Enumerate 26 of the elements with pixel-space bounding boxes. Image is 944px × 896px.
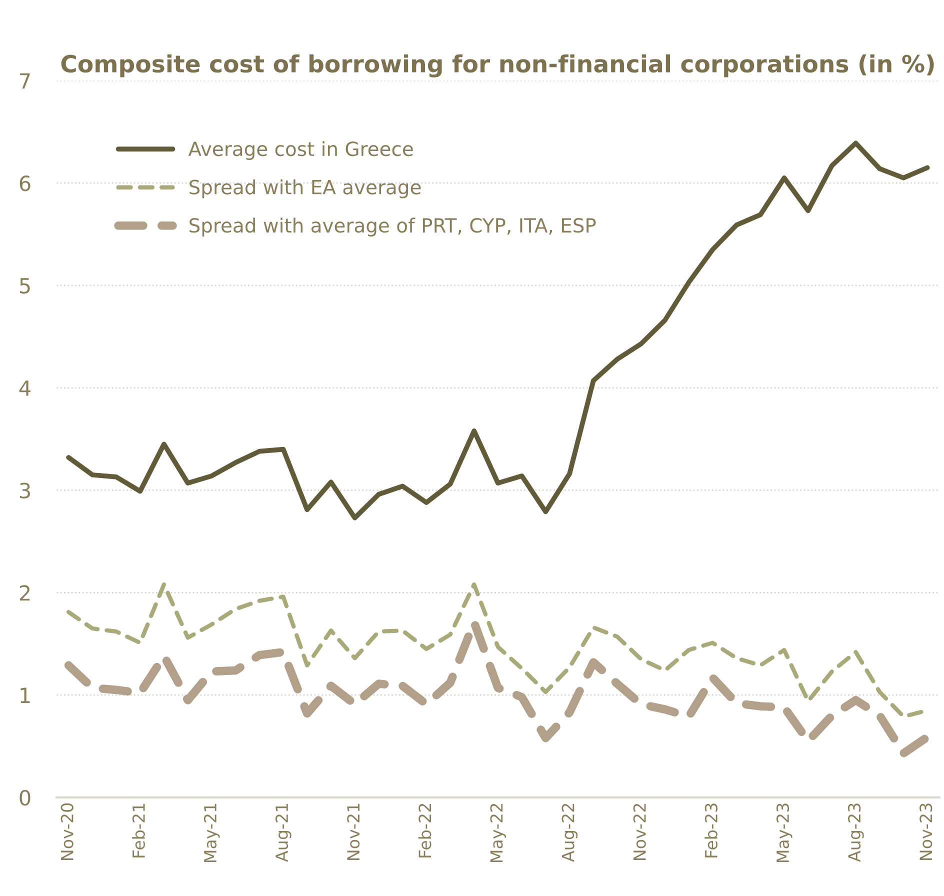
- x-tick-label: Aug-22: [562, 804, 578, 862]
- x-tick-label: Aug-21: [275, 804, 292, 862]
- x-tick-label: Feb-21: [132, 804, 145, 858]
- y-tick-label: 6: [20, 175, 30, 192]
- x-tick-label: Aug-23: [848, 804, 864, 862]
- x-tick-label: May-23: [776, 804, 792, 862]
- y-tick-label: 2: [20, 585, 30, 601]
- x-tick-label: May-22: [490, 804, 506, 862]
- y-tick-label: 3: [20, 482, 30, 498]
- y-tick-label: 0: [20, 790, 30, 806]
- legend-label: Spread with average of PRT, CYP, ITA, ESP: [190, 218, 596, 236]
- y-tick-label: 5: [20, 278, 30, 294]
- x-tick-label: Nov-22: [633, 804, 646, 860]
- x-tick-label: Nov-23: [920, 804, 932, 860]
- line-series: [66, 140, 930, 520]
- legend-label: Spread with EA average: [190, 179, 421, 198]
- x-tick-label: Nov-21: [347, 804, 360, 860]
- x-tick-label: Nov-20: [60, 803, 74, 860]
- x-tick-label: Feb-22: [418, 804, 432, 858]
- chart-title: Composite cost of borrowing for non-financial corporations (in %): [61, 54, 934, 78]
- y-tick-label: 1: [20, 688, 30, 703]
- legend-label: Average cost in Greece: [188, 141, 413, 160]
- y-tick-label: 7: [20, 73, 30, 89]
- y-tick-label: 4: [19, 380, 30, 396]
- x-tick-label: May-21: [204, 804, 220, 862]
- x-tick-label: Feb-23: [704, 804, 718, 858]
